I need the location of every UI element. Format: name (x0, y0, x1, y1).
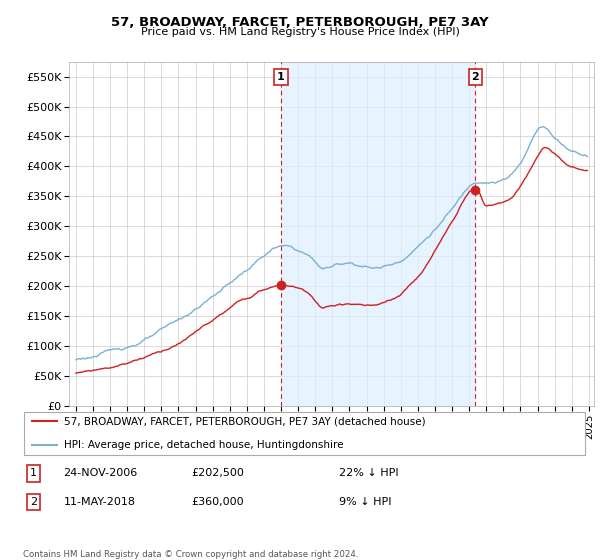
Text: 9% ↓ HPI: 9% ↓ HPI (338, 497, 391, 507)
FancyBboxPatch shape (24, 412, 585, 455)
Text: Price paid vs. HM Land Registry's House Price Index (HPI): Price paid vs. HM Land Registry's House … (140, 27, 460, 37)
Text: 11-MAY-2018: 11-MAY-2018 (64, 497, 136, 507)
Bar (281, 62, 475, 406)
Text: HPI: Average price, detached house, Huntingdonshire: HPI: Average price, detached house, Hunt… (64, 440, 343, 450)
Text: 22% ↓ HPI: 22% ↓ HPI (338, 469, 398, 478)
Text: 1: 1 (277, 72, 285, 82)
Text: £360,000: £360,000 (191, 497, 244, 507)
Text: 57, BROADWAY, FARCET, PETERBOROUGH, PE7 3AY (detached house): 57, BROADWAY, FARCET, PETERBOROUGH, PE7 … (64, 416, 425, 426)
Text: 57, BROADWAY, FARCET, PETERBOROUGH, PE7 3AY: 57, BROADWAY, FARCET, PETERBOROUGH, PE7 … (111, 16, 489, 29)
Text: 24-NOV-2006: 24-NOV-2006 (64, 469, 138, 478)
Text: £202,500: £202,500 (191, 469, 244, 478)
Text: 2: 2 (472, 72, 479, 82)
Text: 1: 1 (30, 469, 37, 478)
Text: Contains HM Land Registry data © Crown copyright and database right 2024.
This d: Contains HM Land Registry data © Crown c… (23, 550, 358, 560)
Text: 2: 2 (30, 497, 37, 507)
